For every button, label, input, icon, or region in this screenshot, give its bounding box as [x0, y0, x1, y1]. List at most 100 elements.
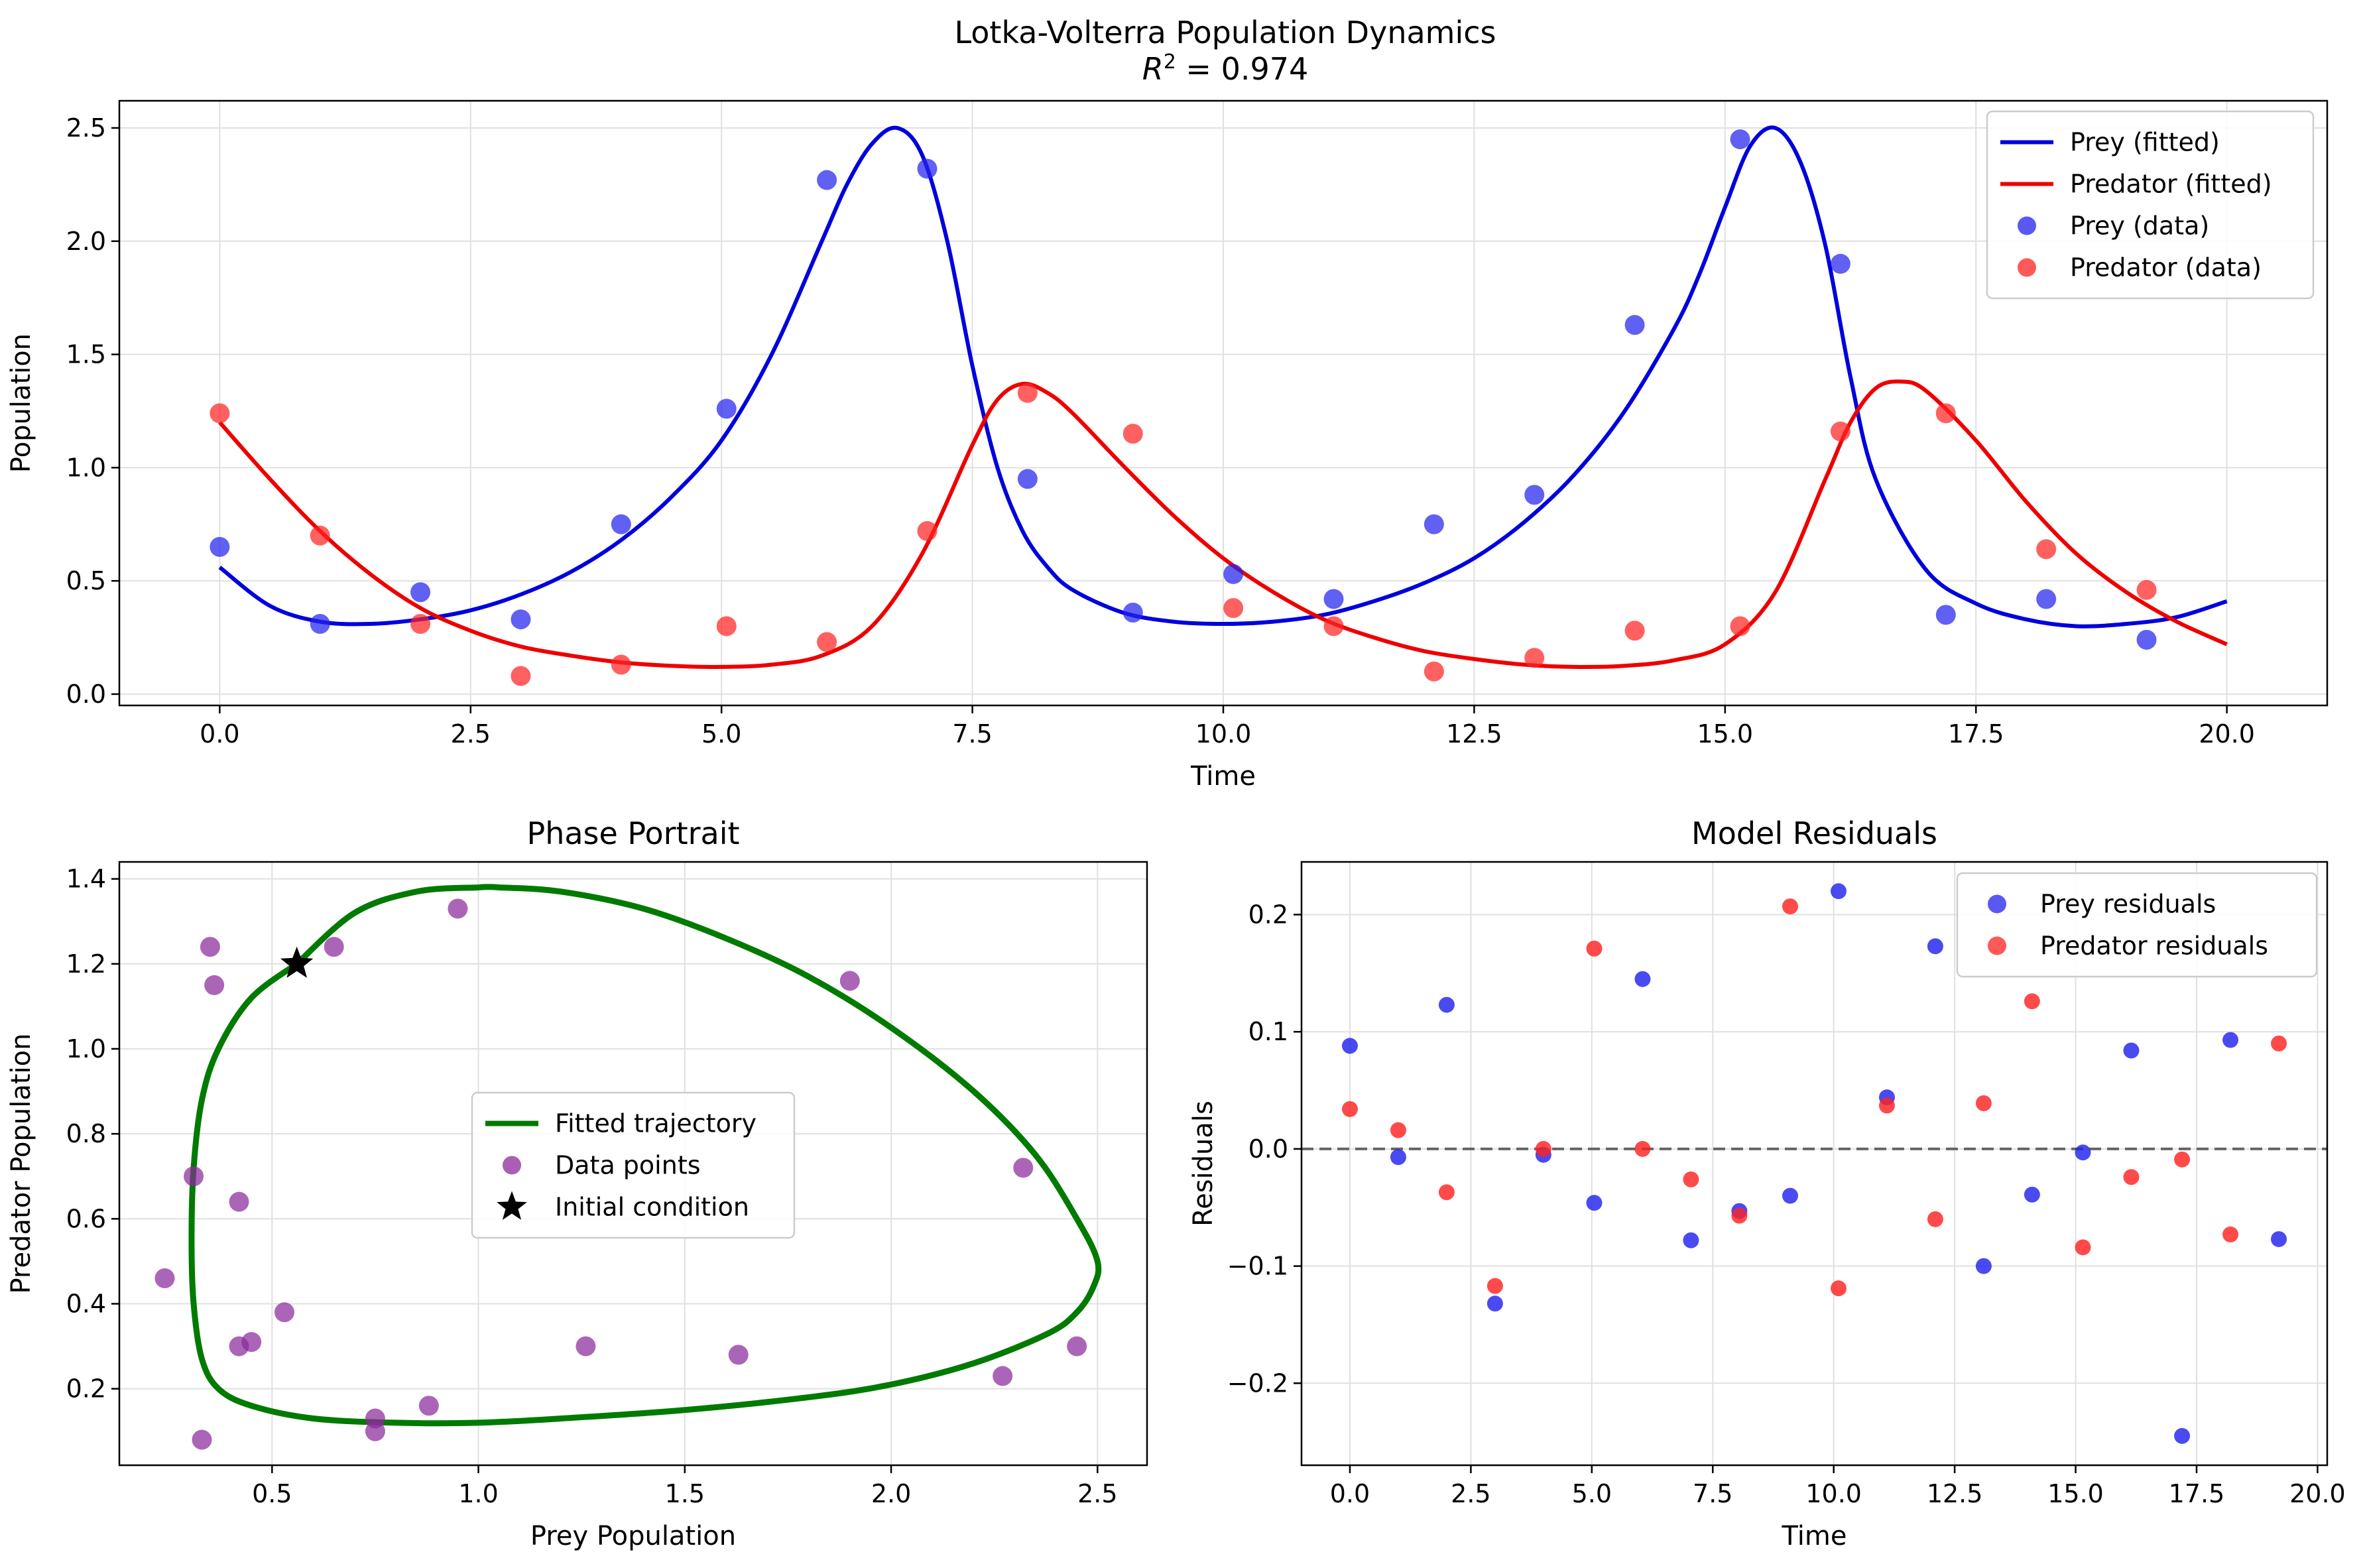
prey-data-point [511, 609, 531, 630]
predator-data-point [817, 632, 837, 652]
y-tick-label: 1.0 [66, 1034, 106, 1063]
x-tick-label: 1.5 [665, 1479, 705, 1508]
prey-residuals-point [1975, 1258, 1992, 1274]
subtitle-value: = 0.974 [1176, 51, 1308, 87]
predator-data-point [1424, 661, 1444, 682]
timeseries-legend: Prey (fitted) Predator (fitted) Prey (data… [1986, 110, 2315, 300]
x-tick-label: 7.5 [952, 719, 992, 749]
y-tick-label: 0.6 [66, 1204, 106, 1233]
data-points-point [204, 975, 225, 995]
predator-data-point [1935, 403, 1956, 424]
residuals-ticks: 0.0 2.5 5.0 7.5 10.0 12.5 15.0 17.5 20.0 −0.2 −0.1… [1227, 900, 2346, 1508]
prey-data-point [1730, 129, 1750, 150]
x-tick-label: 0.0 [200, 719, 239, 749]
prey-residuals-point [1586, 1195, 1603, 1211]
data-points-point [192, 1429, 212, 1450]
x-tick-label: 1.0 [458, 1479, 498, 1508]
predator-residuals-point [1975, 1095, 1992, 1111]
data-points-point [448, 898, 468, 919]
predator-data-point [1017, 383, 1038, 403]
prey-residuals-point [2271, 1231, 2287, 1247]
residuals-xlabel: Time [1782, 1521, 1847, 1551]
phase-ticks: 0.5 1.0 1.5 2.0 2.5 0.2 0.4 0.6 0.8 1.0 1.2 1.4 [66, 865, 1118, 1508]
data-points-point [576, 1336, 596, 1357]
predator-residuals-point [1341, 1101, 1358, 1117]
predator-fitted-line [218, 379, 2228, 670]
data-points-point [184, 1166, 204, 1187]
x-tick-label: 2.5 [1077, 1479, 1117, 1508]
data-points-point [229, 1336, 249, 1357]
subtitle-sup: 2 [1164, 50, 1176, 74]
prey-data-point [716, 398, 737, 419]
prey-residuals-point [1486, 1296, 1503, 1312]
predator-data-point [511, 666, 531, 686]
timeseries-ticks: 0.0 2.5 5.0 7.5 10.0 12.5 15.0 17.5 20.0 0.0 0.5 1.… [66, 113, 2255, 749]
prey-data-point [1830, 253, 1850, 274]
prey-residuals-point [2123, 1042, 2140, 1059]
timeseries-grid [119, 101, 2327, 705]
x-tick-label: 7.5 [1693, 1479, 1732, 1508]
data-points-point [728, 1345, 749, 1365]
predator-residuals-point [1878, 1097, 1895, 1114]
predator-residuals-point [2271, 1035, 2287, 1052]
y-tick-label: 0.0 [66, 680, 106, 709]
y-tick-label: 0.2 [1248, 900, 1288, 930]
data-points-point [154, 1268, 175, 1289]
data-points-point [365, 1421, 385, 1441]
prey-residuals-point [2075, 1144, 2091, 1161]
legend-box [471, 1091, 796, 1239]
legend-label-predator-residuals: Predator residuals [2040, 932, 2268, 961]
predator-data-point [2036, 539, 2057, 560]
figure-title: Lotka-Volterra Population Dynamics [954, 15, 1496, 50]
phase-panel: Phase Portrait 0.5 1.0 1.5 2.0 2.50.20.40.60… [6, 815, 1148, 1551]
prey-data-point [917, 158, 938, 179]
x-tick-label: 15.0 [2047, 1479, 2104, 1508]
predator-data-point [310, 525, 330, 546]
x-tick-label: 12.5 [1927, 1479, 1983, 1508]
prey-data-point [410, 582, 431, 603]
predator-data-point [917, 520, 938, 541]
x-tick-label: 10.0 [1195, 719, 1252, 749]
predator-data-point [1624, 621, 1645, 641]
y-tick-label: 0.8 [66, 1119, 106, 1148]
y-tick-label: 0.2 [66, 1374, 106, 1404]
data-points-point [324, 937, 344, 957]
data-points-point [1013, 1158, 1034, 1178]
x-tick-label: 17.5 [2169, 1479, 2225, 1508]
predator-data-point [2136, 579, 2157, 600]
prey-data-point [1017, 469, 1038, 489]
predator-residuals-point [2222, 1226, 2239, 1242]
data-points-point [993, 1366, 1013, 1386]
predator-data-point [1730, 616, 1750, 636]
predator-residuals-point [1535, 1140, 1551, 1157]
timeseries-ylabel: Population [6, 333, 36, 473]
residuals-legend: Prey residuals Predator residuals [1956, 872, 2318, 978]
prey-data-point [1323, 589, 1344, 609]
legend-label-initial-condition: Initial condition [555, 1193, 749, 1222]
predator-residuals-point [2024, 993, 2040, 1010]
legend-box [1986, 110, 2315, 300]
prey-residuals-point [2024, 1186, 2040, 1203]
prey-data-point [310, 614, 330, 634]
legend-swatch-predator-residuals [1988, 936, 2006, 955]
predator-residuals-point [1731, 1207, 1748, 1224]
x-tick-label: 20.0 [2289, 1479, 2346, 1508]
predator-residuals-point [1634, 1140, 1651, 1157]
predator-residuals-point [2123, 1169, 2140, 1185]
y-tick-label: 0.4 [66, 1289, 106, 1318]
data-points-point [418, 1396, 439, 1416]
prey-residuals-point [2222, 1032, 2239, 1048]
x-tick-label: 2.5 [1451, 1479, 1490, 1508]
phase-legend: Fitted trajectory Data points Initial cond… [471, 1091, 796, 1239]
predator-data-point [410, 614, 431, 634]
residuals-panel: Model Residuals 0.0 2.5 5.0 7.5 10.0 12.5 15.0… [1188, 815, 2346, 1551]
predator-data-point [716, 616, 737, 636]
timeseries-panel: 0.0 2.5 5.0 7.5 10.0 12.5 15.0 17.5 20.0 0.0 0.5 1.… [6, 99, 2329, 792]
x-tick-label: 17.5 [1948, 719, 2004, 749]
prey-data-point [2036, 589, 2057, 609]
x-tick-label: 12.5 [1446, 719, 1502, 749]
prey-data-point [1935, 605, 1956, 625]
y-tick-label: −0.1 [1227, 1252, 1288, 1281]
legend-swatch-data-points [503, 1156, 521, 1175]
